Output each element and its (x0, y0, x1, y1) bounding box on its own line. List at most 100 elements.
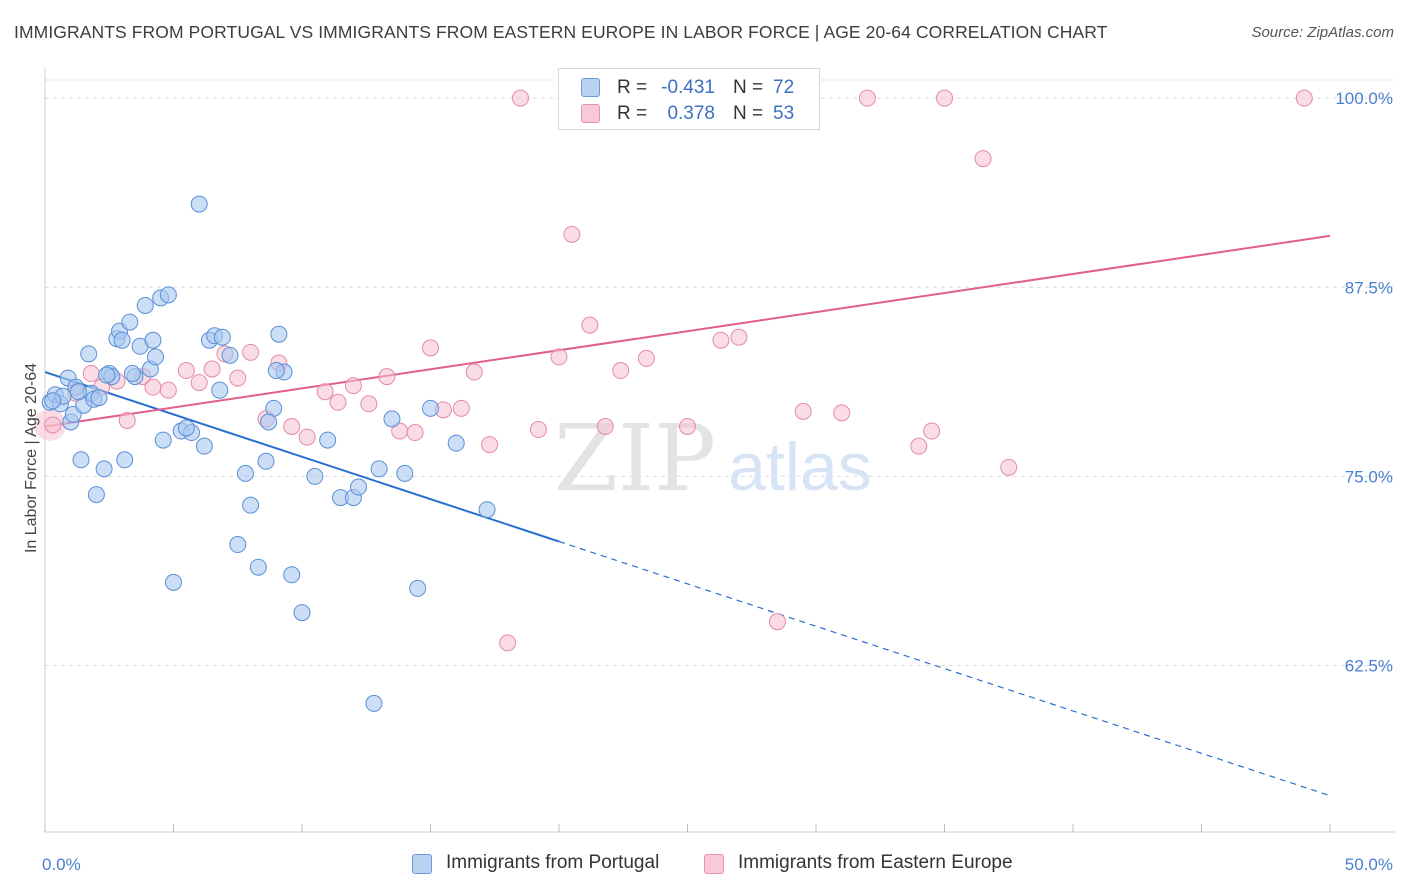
data-point-eastern-europe (529, 421, 547, 439)
data-point-portugal (165, 573, 182, 591)
grid-lines (45, 79, 1395, 667)
trend-lines (44, 234, 1331, 797)
data-point-eastern-europe (159, 381, 177, 399)
data-point-eastern-europe (1000, 458, 1018, 476)
data-point-portugal (383, 410, 401, 428)
pink-swatch (704, 854, 724, 874)
data-point-portugal (211, 381, 229, 399)
data-point-portugal (260, 413, 278, 431)
correlation-legend: R = -0.431 N = 72 R = 0.378 N = 53 (558, 68, 820, 130)
data-point-eastern-europe (833, 404, 851, 422)
data-point-eastern-europe (422, 339, 439, 357)
data-point-portugal (236, 464, 254, 482)
y-tick-label: 75.0% (1345, 467, 1393, 486)
data-point-portugal (190, 195, 208, 213)
trend-line-portugal (44, 371, 560, 543)
legend-label: Immigrants from Portugal (446, 852, 660, 873)
data-point-portugal (396, 464, 414, 482)
data-point-eastern-europe (637, 349, 655, 367)
n-value: 72 (773, 77, 795, 98)
data-point-eastern-europe (858, 89, 876, 107)
data-point-portugal (221, 346, 239, 364)
data-point-portugal (293, 604, 311, 622)
r-value: -0.431 (661, 77, 715, 98)
data-point-portugal (267, 362, 285, 380)
data-point-eastern-europe (360, 395, 378, 413)
data-point-eastern-europe (144, 378, 162, 396)
data-point-eastern-europe (730, 328, 748, 346)
data-point-eastern-europe (283, 417, 301, 435)
data-point-eastern-europe (406, 424, 424, 442)
data-point-eastern-europe (910, 437, 928, 455)
y-tick-label: 100.0% (1335, 89, 1393, 108)
data-point-portugal (44, 392, 62, 410)
data-point-portugal (229, 536, 247, 554)
data-point-eastern-europe (452, 399, 470, 417)
data-point-portugal (350, 478, 368, 496)
data-point-eastern-europe (329, 393, 347, 411)
data-point-eastern-europe (679, 417, 696, 435)
pink-swatch (581, 104, 600, 123)
data-point-portugal (123, 365, 141, 383)
data-point-eastern-europe (203, 360, 221, 378)
data-point-portugal (69, 383, 87, 401)
data-point-portugal (116, 451, 134, 469)
source-label: Source: ZipAtlas.com (1251, 24, 1394, 41)
data-point-portugal (80, 345, 98, 363)
data-point-portugal (154, 431, 172, 449)
data-point-portugal (422, 399, 439, 417)
data-point-eastern-europe (1295, 89, 1313, 107)
data-point-eastern-europe (298, 428, 316, 446)
data-point-eastern-europe (612, 362, 630, 380)
data-points (34, 89, 1313, 712)
data-point-eastern-europe (44, 416, 62, 434)
data-point-eastern-europe (344, 377, 362, 395)
data-point-eastern-europe (974, 150, 992, 168)
blue-swatch (581, 78, 600, 97)
data-point-portugal (365, 694, 383, 712)
n-value: 53 (773, 103, 795, 124)
r-label: R = (617, 77, 648, 98)
data-point-portugal (72, 451, 90, 469)
data-point-eastern-europe (242, 343, 260, 361)
data-point-eastern-europe (936, 89, 953, 107)
data-point-eastern-europe (177, 362, 195, 380)
axes (44, 68, 1395, 833)
series-legend: Immigrants from Portugal Immigrants from… (0, 852, 1406, 878)
data-point-eastern-europe (923, 422, 941, 440)
r-label: R = (617, 103, 648, 124)
data-point-portugal (213, 328, 231, 346)
y-tick-label: 62.5% (1345, 657, 1393, 676)
data-point-portugal (249, 558, 267, 576)
data-point-portugal (147, 348, 165, 366)
data-point-portugal (121, 313, 139, 331)
data-point-eastern-europe (118, 411, 136, 429)
chart-title: IMMIGRANTS FROM PORTUGAL VS IMMIGRANTS F… (14, 22, 1108, 42)
x-tick-label: 50.0% (1345, 855, 1393, 874)
data-point-eastern-europe (481, 436, 499, 454)
data-point-eastern-europe (499, 634, 517, 652)
data-point-eastern-europe (596, 417, 614, 435)
data-point-portugal (447, 434, 465, 452)
data-point-eastern-europe (712, 331, 730, 349)
data-point-eastern-europe (82, 365, 100, 383)
data-point-portugal (177, 419, 195, 437)
data-point-portugal (98, 366, 116, 384)
legend-label: Immigrants from Eastern Europe (738, 852, 1013, 873)
data-point-portugal (257, 452, 275, 470)
data-point-portugal (270, 325, 288, 343)
data-point-eastern-europe (550, 348, 568, 366)
data-point-portugal (306, 467, 324, 485)
data-point-eastern-europe (768, 613, 786, 631)
data-point-portugal (113, 331, 131, 349)
data-point-portugal (319, 431, 337, 449)
data-point-portugal (478, 501, 496, 519)
data-point-portugal (195, 437, 213, 455)
data-point-portugal (95, 460, 113, 478)
y-axis-label: In Labor Force | Age 20-64 (23, 362, 40, 554)
data-point-eastern-europe (794, 402, 812, 420)
data-point-portugal (283, 566, 301, 584)
data-point-eastern-europe (563, 225, 581, 243)
tick-labels: 62.5% 75.0% 87.5% 100.0% 0.0% 50.0% (42, 89, 1393, 874)
